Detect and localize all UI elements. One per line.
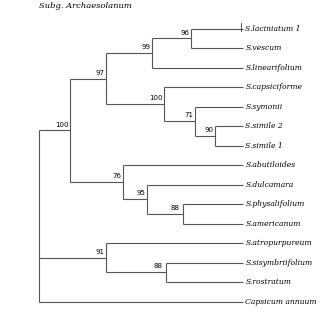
Text: 100: 100: [149, 95, 162, 101]
Text: S.laciniatum 1: S.laciniatum 1: [245, 25, 301, 33]
Text: |: |: [240, 23, 242, 32]
Text: 76: 76: [113, 173, 122, 179]
Text: S.symonii: S.symonii: [245, 103, 283, 111]
Text: Capsicum annuum: Capsicum annuum: [245, 298, 317, 306]
Text: S.sisymbriifolium: S.sisymbriifolium: [245, 259, 313, 267]
Text: S.americanum: S.americanum: [245, 220, 301, 228]
Text: 90: 90: [204, 127, 213, 133]
Text: S.simile 2: S.simile 2: [245, 122, 283, 130]
Text: S.rostratum: S.rostratum: [245, 278, 292, 286]
Text: 99: 99: [141, 44, 150, 50]
Text: S.atropurpureum: S.atropurpureum: [245, 239, 312, 247]
Text: 100: 100: [55, 122, 68, 128]
Text: 88: 88: [170, 205, 180, 211]
Text: 91: 91: [96, 249, 105, 255]
Text: 97: 97: [96, 70, 105, 76]
Text: 96: 96: [180, 29, 189, 36]
Text: S.abutiloides: S.abutiloides: [245, 161, 296, 169]
Text: 95: 95: [137, 190, 146, 196]
Text: S.simile 1: S.simile 1: [245, 142, 283, 150]
Text: S.dulcamara: S.dulcamara: [245, 181, 294, 189]
Text: Subg. Archaesolanum: Subg. Archaesolanum: [39, 2, 132, 10]
Text: S.physalifolium: S.physalifolium: [245, 200, 305, 208]
Text: 88: 88: [154, 263, 163, 269]
Text: S.vescum: S.vescum: [245, 44, 282, 52]
Text: 71: 71: [185, 112, 194, 118]
Text: S.capsiciforme: S.capsiciforme: [245, 83, 302, 91]
Text: S.linearifolium: S.linearifolium: [245, 64, 302, 72]
